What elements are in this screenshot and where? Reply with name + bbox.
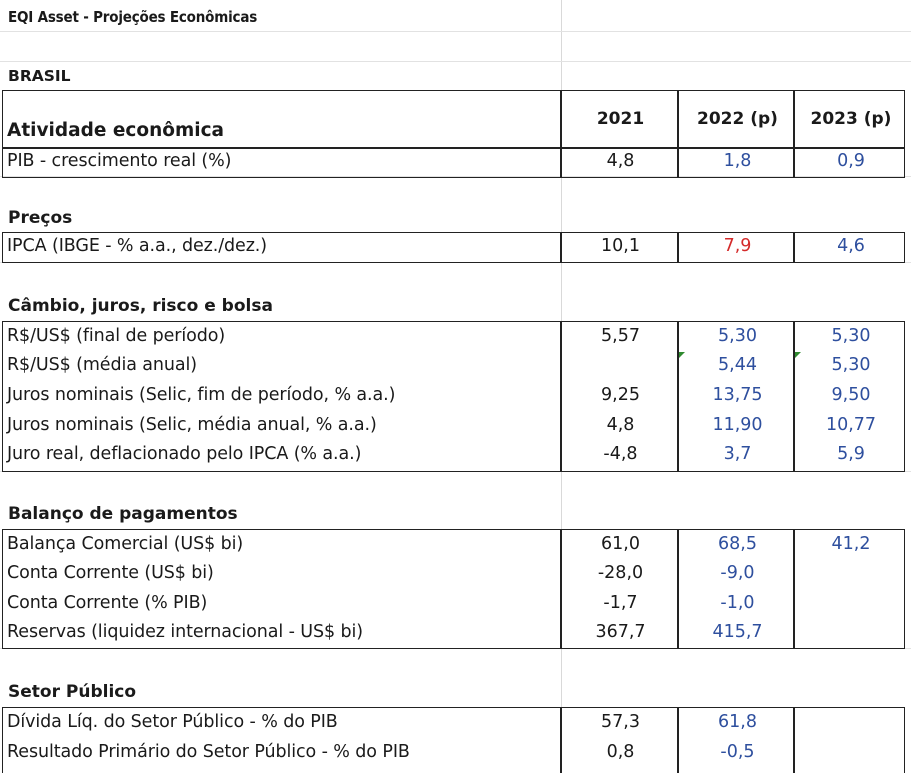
country-label: BRASIL	[8, 67, 71, 85]
cell-2022: 1,8	[723, 151, 752, 171]
table-row: Reservas (liquidez internacional - US$ b…	[3, 619, 904, 648]
cell-2022: -1,0	[720, 593, 755, 613]
cell-2021: 10,1	[601, 236, 640, 256]
section-title: Preços	[8, 208, 73, 228]
table-row: IPCA (IBGE - % a.a., dez./dez.) 10,1 7,9…	[3, 233, 904, 262]
table-row: Dívida Líq. do Setor Público - % do PIB …	[3, 709, 904, 738]
table-row: Resultado Primário do Setor Público - % …	[3, 739, 904, 768]
cell-2021: -4,8	[603, 444, 638, 464]
row-label: Juro real, deflacionado pelo IPCA (% a.a…	[7, 444, 362, 464]
comment-flag-icon	[795, 352, 801, 358]
cell-2021: 367,7	[595, 622, 646, 642]
table-row: Juro real, deflacionado pelo IPCA (% a.a…	[3, 441, 904, 470]
cell-2023: 5,30	[831, 326, 871, 346]
cell-2021: 57,3	[601, 712, 640, 732]
cell-2022: 3,7	[723, 444, 752, 464]
table-row: R$/US$ (média anual) 5,44 5,30	[3, 352, 904, 381]
cell-2023: 0,9	[837, 151, 865, 171]
row-label: Juros nominais (Selic, média anual, % a.…	[7, 415, 377, 435]
table-row: R$/US$ (final de período) 5,57 5,30 5,30	[3, 323, 904, 352]
table-atividade: 2021 2022 (p) 2023 (p) Atividade econômi…	[2, 90, 905, 178]
cell-2022: 11,90	[712, 415, 763, 435]
table-cambio: R$/US$ (final de período) 5,57 5,30 5,30…	[2, 321, 905, 472]
cell-2022: -9,0	[720, 563, 755, 583]
table-balanco: Balança Comercial (US$ bi) 61,0 68,5 41,…	[2, 529, 905, 649]
section-title: Atividade econômica	[7, 120, 225, 141]
cell-2022: 7,9	[723, 236, 752, 256]
row-label: Conta Corrente (US$ bi)	[7, 563, 214, 583]
table-row: Conta Corrente (% PIB) -1,7 -1,0	[3, 590, 904, 619]
cell-2022: 13,75	[712, 385, 763, 405]
cell-2022: 5,44	[718, 355, 757, 375]
cell-2021: 61,0	[601, 534, 640, 554]
cell-2021: 5,57	[601, 326, 640, 346]
cell-2023: 10,77	[825, 415, 877, 435]
row-label: Dívida Líq. do Setor Público - % do PIB	[7, 712, 338, 732]
cell-2022: 68,5	[718, 534, 757, 554]
row-label: R$/US$ (média anual)	[7, 355, 198, 375]
row-label: Balança Comercial (US$ bi)	[7, 534, 244, 554]
sheet-title: EQI Asset - Projeções Econômicas	[8, 8, 258, 26]
cell-2022: -0,5	[720, 742, 755, 762]
row-label: Reservas (liquidez internacional - US$ b…	[7, 622, 364, 642]
cell-2021: -1,7	[603, 593, 638, 613]
cell-2021: 4,8	[606, 151, 635, 171]
table-row: Juros nominais (Selic, fim de período, %…	[3, 382, 904, 411]
section-title: Balanço de pagamentos	[8, 504, 238, 524]
row-label: R$/US$ (final de período)	[7, 326, 226, 346]
table-precos: IPCA (IBGE - % a.a., dez./dez.) 10,1 7,9…	[2, 232, 905, 263]
table-row: Juros nominais (Selic, média anual, % a.…	[3, 412, 904, 441]
cell-2021: 4,8	[606, 415, 635, 435]
row-label: IPCA (IBGE - % a.a., dez./dez.)	[7, 236, 267, 256]
grid-row-line	[0, 31, 911, 32]
section-title: Setor Público	[8, 682, 137, 702]
cell-2023: 5,30	[831, 355, 871, 375]
column-header-2021: 2021	[596, 109, 645, 129]
cell-2023: 41,2	[831, 534, 871, 554]
grid-row-line	[0, 61, 911, 62]
cell-2023: 9,50	[831, 385, 871, 405]
row-label: Juros nominais (Selic, fim de período, %…	[7, 385, 396, 405]
cell-2022: 61,8	[718, 712, 757, 732]
row-label: Conta Corrente (% PIB)	[7, 593, 208, 613]
section-title: Câmbio, juros, risco e bolsa	[8, 296, 273, 316]
table-row: Balança Comercial (US$ bi) 61,0 68,5 41,…	[3, 531, 904, 560]
row-label: PIB - crescimento real (%)	[7, 151, 232, 171]
grid-col-line	[561, 0, 562, 773]
comment-flag-icon	[679, 352, 685, 358]
table-row: PIB - crescimento real (%) 4,8 1,8 0,9	[3, 148, 904, 177]
column-header-2022: 2022 (p)	[697, 109, 778, 129]
cell-2021: -28,0	[597, 563, 644, 583]
row-label: Resultado Primário do Setor Público - % …	[7, 742, 410, 762]
cell-2022: 5,30	[718, 326, 757, 346]
cell-2023: 4,6	[837, 236, 865, 256]
grid-row-line	[0, 176, 911, 177]
table-row: Conta Corrente (US$ bi) -28,0 -9,0	[3, 560, 904, 589]
cell-2021: 0,8	[606, 742, 635, 762]
column-header-2023: 2023 (p)	[810, 109, 892, 129]
cell-2021: 9,25	[601, 385, 640, 405]
table-setor: Dívida Líq. do Setor Público - % do PIB …	[2, 707, 905, 773]
cell-2023: 5,9	[837, 444, 865, 464]
cell-2022: 415,7	[712, 622, 763, 642]
